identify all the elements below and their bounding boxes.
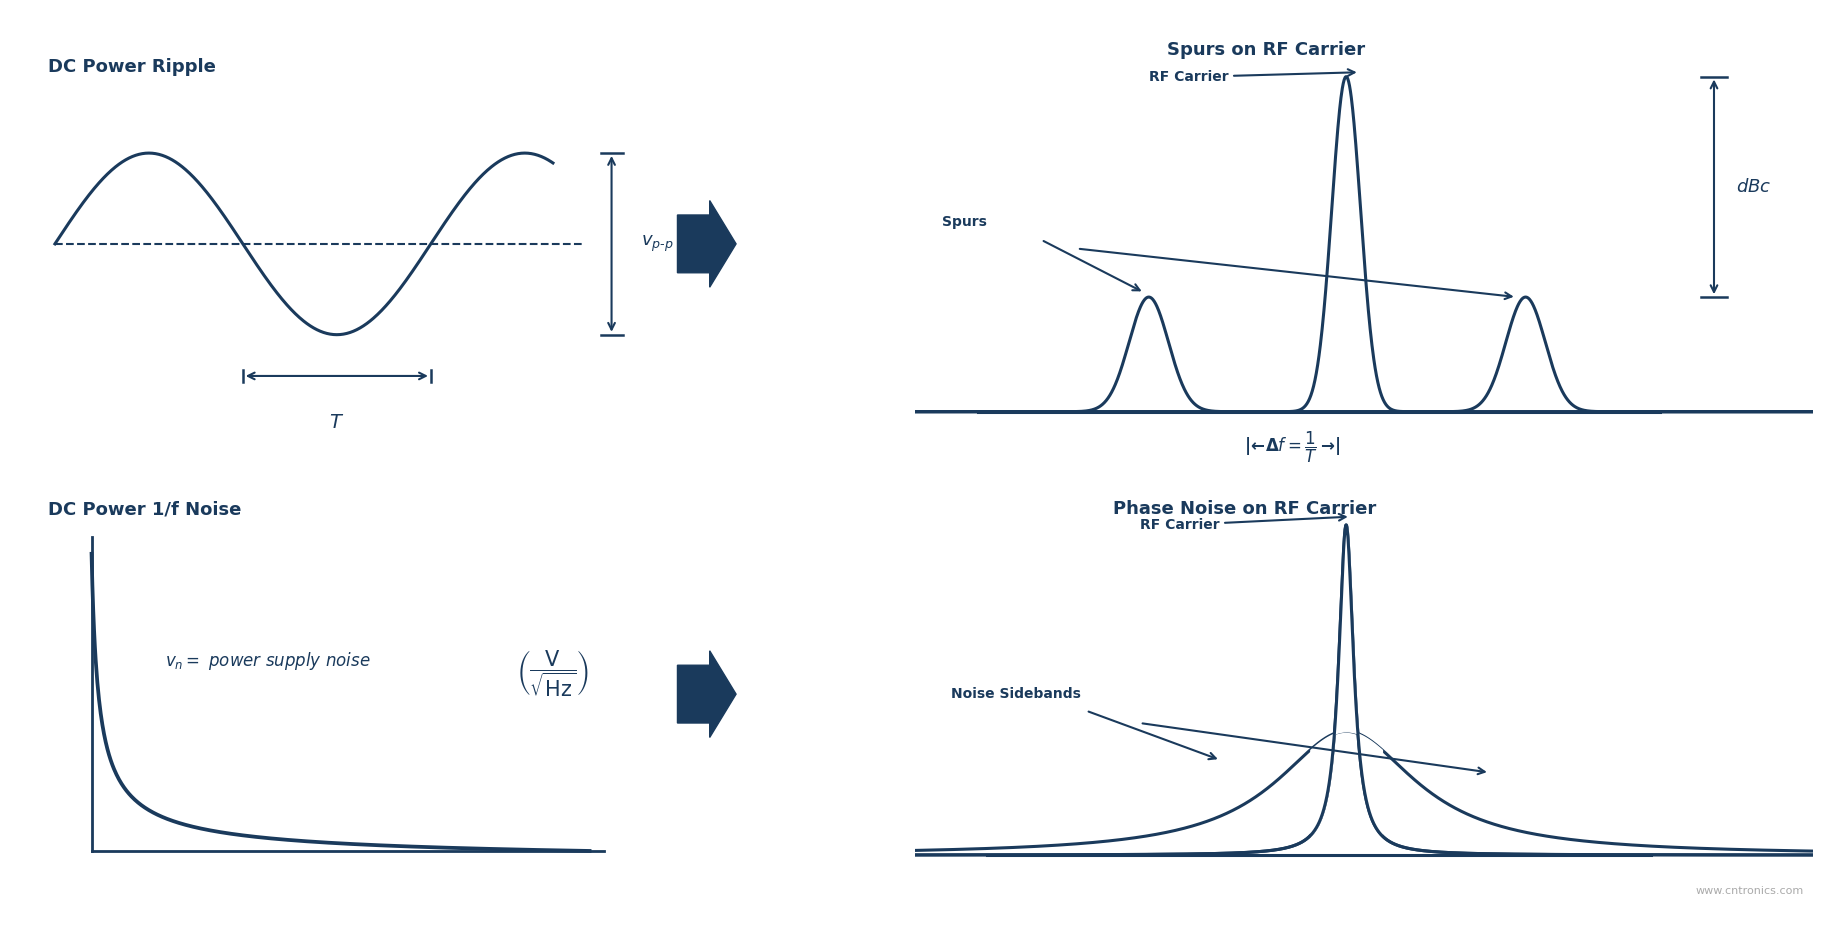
Text: Noise Sidebands: Noise Sidebands [952, 688, 1082, 701]
Text: RF Carrier: RF Carrier [1147, 69, 1354, 84]
FancyArrow shape [677, 201, 736, 287]
Text: RF Carrier: RF Carrier [1138, 514, 1345, 532]
Text: $v_{p\text{-}p}$: $v_{p\text{-}p}$ [640, 234, 673, 254]
Text: $dBc$: $dBc$ [1735, 178, 1771, 196]
Text: DC Power Ripple: DC Power Ripple [48, 58, 216, 76]
Text: Spurs on RF Carrier: Spurs on RF Carrier [1166, 41, 1363, 59]
FancyArrow shape [677, 651, 736, 737]
Text: $\mathbf{|\!\leftarrow\!\Delta}f = \dfrac{1}{T}\mathbf{\rightarrow\!|}$: $\mathbf{|\!\leftarrow\!\Delta}f = \dfra… [1243, 430, 1340, 464]
Text: $T$: $T$ [329, 413, 344, 432]
Text: $v_n = $ power supply noise: $v_n = $ power supply noise [165, 650, 370, 673]
Text: DC Power 1/f Noise: DC Power 1/f Noise [48, 500, 242, 518]
Text: Spurs: Spurs [942, 215, 986, 229]
Text: www.cntronics.com: www.cntronics.com [1695, 886, 1803, 897]
Text: Phase Noise on RF Carrier: Phase Noise on RF Carrier [1113, 500, 1376, 518]
Text: $\left(\dfrac{\mathrm{V}}{\sqrt{\mathrm{Hz}}}\right)$: $\left(\dfrac{\mathrm{V}}{\sqrt{\mathrm{… [516, 648, 589, 699]
